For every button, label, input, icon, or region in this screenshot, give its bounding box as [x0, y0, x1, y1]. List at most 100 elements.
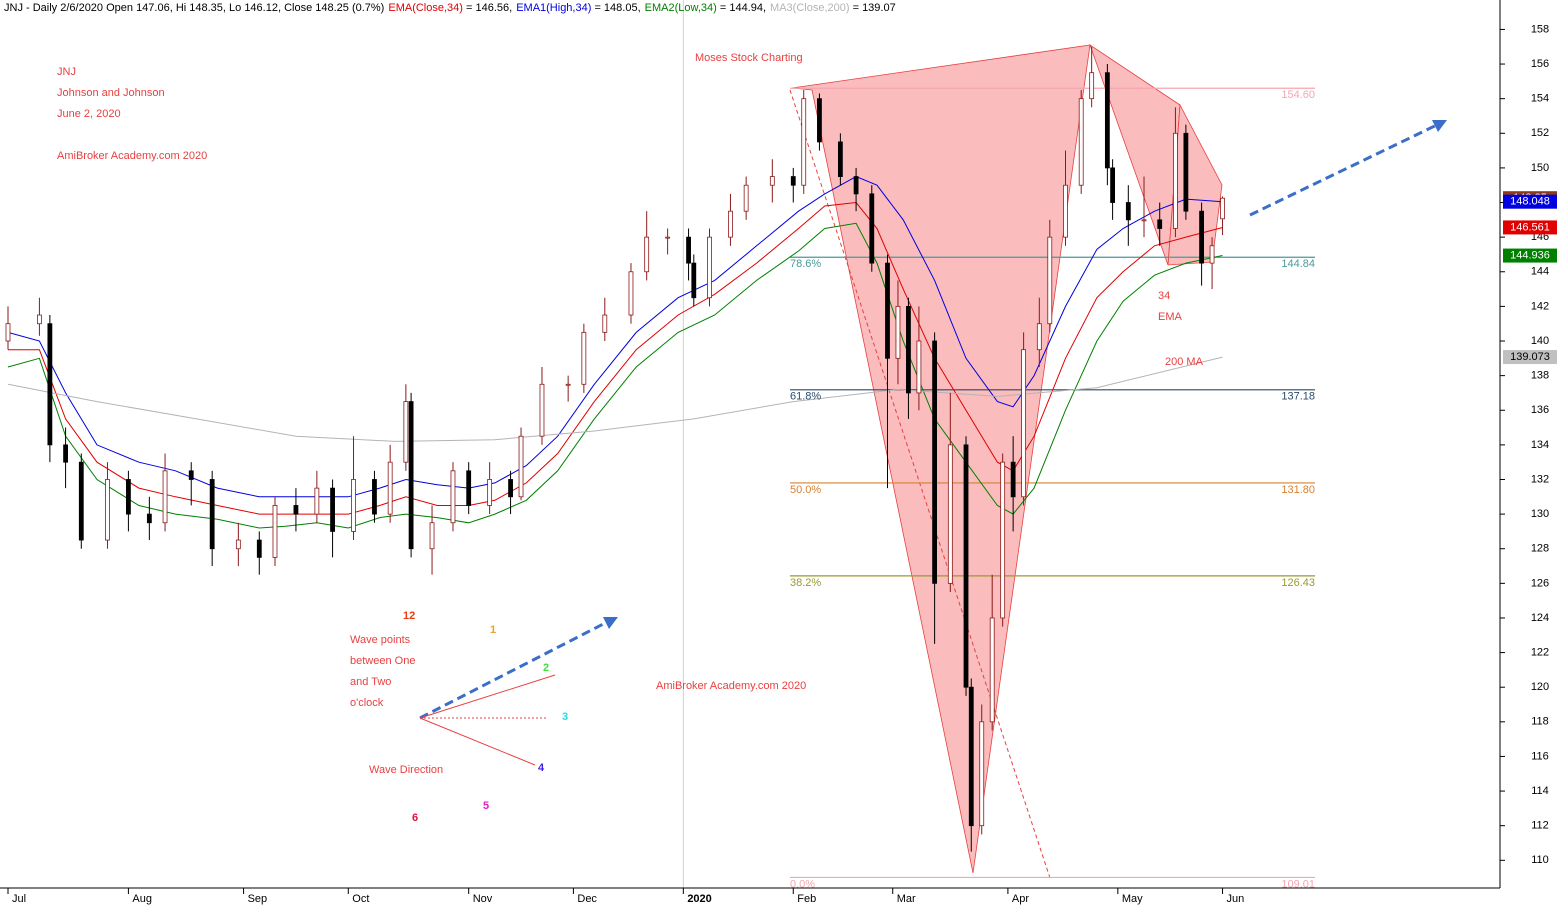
annotation: AmiBroker Academy.com 2020 — [656, 680, 806, 692]
candle-body — [801, 98, 807, 186]
candle-body — [628, 271, 634, 316]
candle-body — [146, 513, 152, 524]
candle-body — [853, 176, 859, 195]
wave-arrows — [419, 120, 1447, 766]
candle-body — [429, 522, 435, 550]
annotation: 2 — [543, 662, 549, 674]
annotation: Wave points — [350, 634, 411, 646]
candle-body — [1157, 219, 1163, 229]
candle-body — [728, 210, 733, 238]
y-tick-label: 142 — [1531, 300, 1549, 312]
y-tick-label: 110 — [1531, 854, 1549, 866]
candle-body — [63, 444, 68, 463]
fib-value-label: 154.60 — [1281, 89, 1315, 101]
x-tick-label: Aug — [132, 893, 152, 905]
candle-body — [235, 539, 241, 550]
candle-body — [5, 323, 11, 342]
candle-body — [906, 305, 911, 394]
header-part: EMA2(Low,34) — [645, 2, 717, 14]
candle-body — [916, 340, 922, 394]
price-badge-label: 148.048 — [1510, 196, 1550, 208]
annotation: AmiBroker Academy.com 2020 — [57, 150, 207, 162]
candle-body — [707, 236, 712, 299]
price-badge-label: 146.561 — [1510, 221, 1550, 233]
ma-line — [7, 222, 1223, 529]
y-tick-label: 128 — [1531, 543, 1549, 555]
y-tick-label: 130 — [1531, 508, 1549, 520]
annotation: o'clock — [350, 697, 384, 709]
candle-body — [1183, 132, 1189, 212]
annotation: 5 — [483, 800, 489, 812]
candle-body — [665, 236, 671, 239]
header-part: = 148.05, — [591, 2, 640, 14]
candle-body — [293, 505, 299, 515]
ma-line — [7, 356, 1223, 442]
candle-body — [403, 401, 409, 463]
candle-body — [895, 305, 901, 359]
red-arrow — [419, 674, 556, 719]
header-part: = 146.56, — [463, 2, 512, 14]
price-badge-label: 139.073 — [1510, 351, 1550, 363]
annotation: 34 — [1158, 290, 1170, 302]
fib-pct-label: 78.6% — [790, 258, 821, 270]
plot — [5, 0, 1315, 888]
x-tick-label: Sep — [248, 893, 268, 905]
candle-body — [1010, 461, 1016, 498]
candle-body — [885, 262, 890, 359]
candle-body — [1089, 72, 1095, 100]
annotation: Johnson and Johnson — [57, 87, 165, 99]
candle-body — [372, 479, 377, 515]
y-tick-label: 150 — [1531, 162, 1549, 174]
fib-pct-label: 61.8% — [790, 391, 821, 403]
price-badge — [1503, 248, 1557, 263]
price-badge — [1503, 350, 1557, 365]
candle-body — [47, 323, 53, 446]
arrow-head — [1432, 120, 1447, 132]
annotation: between One — [350, 655, 415, 667]
candle-body — [1078, 98, 1084, 186]
x-tick-label: May — [1122, 893, 1143, 905]
candle-body — [351, 479, 356, 532]
candle-body — [78, 461, 84, 541]
candle-body — [330, 487, 335, 532]
candle-body — [37, 314, 42, 325]
candle-body — [979, 721, 985, 827]
candle-body — [1173, 132, 1178, 229]
annotation: Moses Stock Charting — [695, 52, 803, 64]
y-tick-label: 120 — [1531, 681, 1549, 693]
candle-body — [1036, 323, 1042, 351]
fib-value-label: 144.84 — [1281, 258, 1315, 270]
y-tick-label: 126 — [1531, 577, 1549, 589]
candle-body — [408, 401, 414, 550]
x-tick-label: Feb — [797, 893, 816, 905]
ma-line — [8, 201, 1223, 515]
y-tick-label: 132 — [1531, 473, 1549, 485]
candle-body — [932, 340, 938, 584]
candle-body — [518, 435, 524, 498]
red-arrow — [419, 717, 536, 766]
candle-body — [963, 444, 969, 688]
annotation: 12 — [403, 610, 415, 622]
fib-pct-label: 38.2% — [790, 577, 821, 589]
candle-body — [539, 383, 545, 437]
fib-value-label: 131.80 — [1281, 484, 1315, 496]
candle-body — [1063, 184, 1068, 238]
candle-body — [450, 470, 456, 524]
candle-body — [387, 461, 393, 515]
candle-body — [989, 617, 995, 723]
candle-body — [314, 487, 320, 515]
y-tick-label: 156 — [1531, 58, 1549, 70]
x-tick-label: Nov — [473, 893, 493, 905]
pattern-dashed — [789, 89, 1051, 879]
candle-body — [209, 479, 215, 550]
candle-body — [644, 236, 650, 273]
price-badge-label: 144.936 — [1510, 249, 1550, 261]
header-part: JNJ - Daily 2/6/2020 Open 147.06, Hi 148… — [4, 2, 384, 14]
y-tick-label: 114 — [1531, 785, 1549, 797]
header-part: = 144.94, — [717, 2, 766, 14]
x-tick-label: 2020 — [687, 893, 711, 905]
candle-body — [581, 331, 587, 385]
blue-arrow — [419, 616, 616, 720]
